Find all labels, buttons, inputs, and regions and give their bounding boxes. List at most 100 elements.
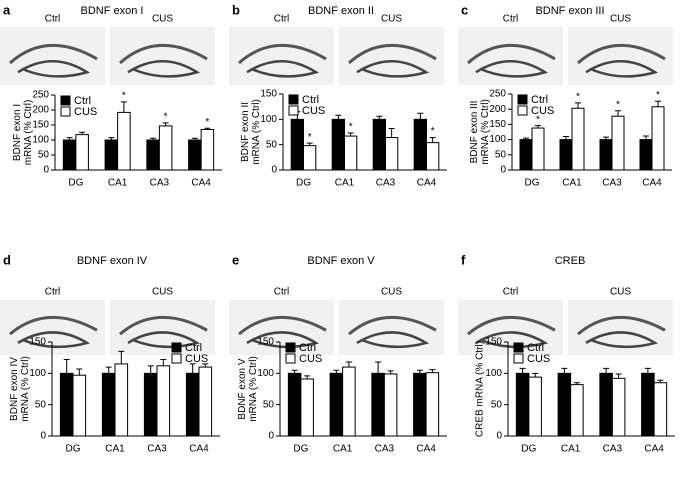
bar bbox=[158, 125, 173, 171]
legend-label: Ctrl bbox=[299, 342, 316, 354]
image-label: CUS bbox=[152, 287, 173, 298]
bar bbox=[117, 111, 131, 171]
bar bbox=[559, 139, 573, 171]
y-axis-label: mRNA (% Ctrl) bbox=[251, 99, 262, 165]
y-tick-label: 250 bbox=[489, 89, 506, 100]
bar bbox=[185, 372, 200, 437]
slice-layer bbox=[17, 331, 91, 349]
y-tick-label: 0 bbox=[268, 431, 274, 442]
bar bbox=[59, 372, 74, 437]
slice-layer bbox=[17, 60, 91, 78]
x-tick-label: CA4 bbox=[189, 444, 209, 455]
y-tick-label: 50 bbox=[35, 399, 47, 410]
bar bbox=[72, 374, 87, 437]
y-tick-label: 50 bbox=[495, 149, 507, 160]
x-tick-label: CA4 bbox=[416, 444, 436, 455]
significance-mark: * bbox=[205, 117, 209, 128]
legend-label: Ctrl bbox=[302, 94, 319, 106]
slice-layer bbox=[467, 315, 556, 336]
legend-swatch bbox=[285, 342, 296, 353]
error-bar bbox=[532, 372, 539, 378]
bar bbox=[329, 372, 344, 437]
error-bar bbox=[429, 137, 436, 143]
slice-layer bbox=[577, 43, 666, 65]
bar bbox=[611, 377, 626, 437]
significance-mark: * bbox=[616, 99, 620, 110]
y-axis-label: mRNA (% Ctrl) bbox=[248, 356, 259, 422]
x-tick-label: CA1 bbox=[562, 178, 582, 189]
error-bar bbox=[523, 137, 529, 140]
slice-layer bbox=[348, 315, 437, 336]
significance-mark: * bbox=[576, 91, 580, 102]
bar bbox=[641, 372, 655, 437]
y-tick-label: 150 bbox=[489, 119, 506, 130]
image-label: Ctrl bbox=[274, 14, 290, 25]
bar bbox=[639, 139, 653, 171]
y-tick-label: 0 bbox=[43, 165, 49, 176]
legend-label: Ctrl bbox=[527, 342, 544, 354]
y-tick-label: 0 bbox=[496, 431, 502, 442]
x-tick-label: CA3 bbox=[150, 178, 170, 189]
error-bar bbox=[519, 367, 526, 374]
slice-layer bbox=[577, 315, 666, 336]
y-tick-label: 50 bbox=[491, 399, 503, 410]
image-label: CUS bbox=[610, 287, 631, 298]
legend-label: CUS bbox=[527, 353, 550, 365]
x-tick-label: DG bbox=[525, 178, 540, 189]
image-label: Ctrl bbox=[45, 14, 61, 25]
error-bar bbox=[191, 137, 198, 140]
error-bar bbox=[603, 367, 610, 374]
bar bbox=[571, 107, 585, 171]
error-bar bbox=[429, 369, 436, 373]
bar bbox=[188, 139, 202, 171]
error-bar bbox=[345, 361, 352, 368]
legend-swatch bbox=[171, 342, 182, 353]
y-tick-label: 150 bbox=[32, 120, 49, 131]
y-tick-label: 100 bbox=[257, 368, 274, 379]
y-axis-label: CREB mRNA (% Ctrl) bbox=[475, 341, 486, 437]
x-tick-label: CA1 bbox=[561, 444, 581, 455]
legend-swatch bbox=[513, 353, 524, 364]
bar bbox=[300, 378, 314, 437]
panel-title: BDNF exon II bbox=[308, 5, 374, 17]
slice-layer bbox=[475, 331, 549, 349]
bar bbox=[599, 139, 613, 171]
error-bar bbox=[79, 131, 86, 135]
slice-layer bbox=[356, 331, 430, 349]
error-bar bbox=[202, 363, 209, 368]
bar bbox=[143, 372, 158, 437]
significance-mark: * bbox=[349, 122, 353, 133]
image-label: CUS bbox=[152, 14, 173, 25]
image-label: CUS bbox=[381, 287, 402, 298]
x-tick-label: CA3 bbox=[376, 178, 396, 189]
legend-label: Ctrl bbox=[74, 95, 91, 107]
legend-swatch bbox=[60, 95, 71, 106]
legend-label: CUS bbox=[299, 353, 322, 365]
y-axis-label: mRNA (% Ctrl) bbox=[20, 356, 31, 422]
error-bar bbox=[535, 125, 541, 129]
bar bbox=[426, 142, 440, 171]
x-tick-label: DG bbox=[66, 444, 81, 455]
y-tick-label: 100 bbox=[485, 368, 502, 379]
error-bar bbox=[162, 122, 169, 126]
error-bar bbox=[575, 102, 581, 109]
bar bbox=[570, 384, 584, 437]
panel-letter: f bbox=[461, 252, 466, 267]
slice-layer bbox=[127, 331, 201, 349]
panel-title: CREB bbox=[555, 255, 586, 267]
bar bbox=[101, 372, 116, 437]
x-tick-label: CA4 bbox=[191, 178, 211, 189]
slice-layer bbox=[238, 315, 327, 336]
legend-label: CUS bbox=[74, 106, 97, 118]
error-bar bbox=[160, 359, 167, 366]
error-bar bbox=[335, 114, 342, 120]
x-tick-label: DG bbox=[296, 178, 311, 189]
x-tick-label: CA4 bbox=[417, 178, 437, 189]
error-bar bbox=[417, 112, 424, 120]
slice-layer bbox=[246, 60, 320, 78]
significance-mark: * bbox=[164, 112, 168, 123]
bar bbox=[62, 139, 77, 171]
y-tick-label: 100 bbox=[489, 134, 506, 145]
panel-letter: b bbox=[232, 2, 240, 17]
